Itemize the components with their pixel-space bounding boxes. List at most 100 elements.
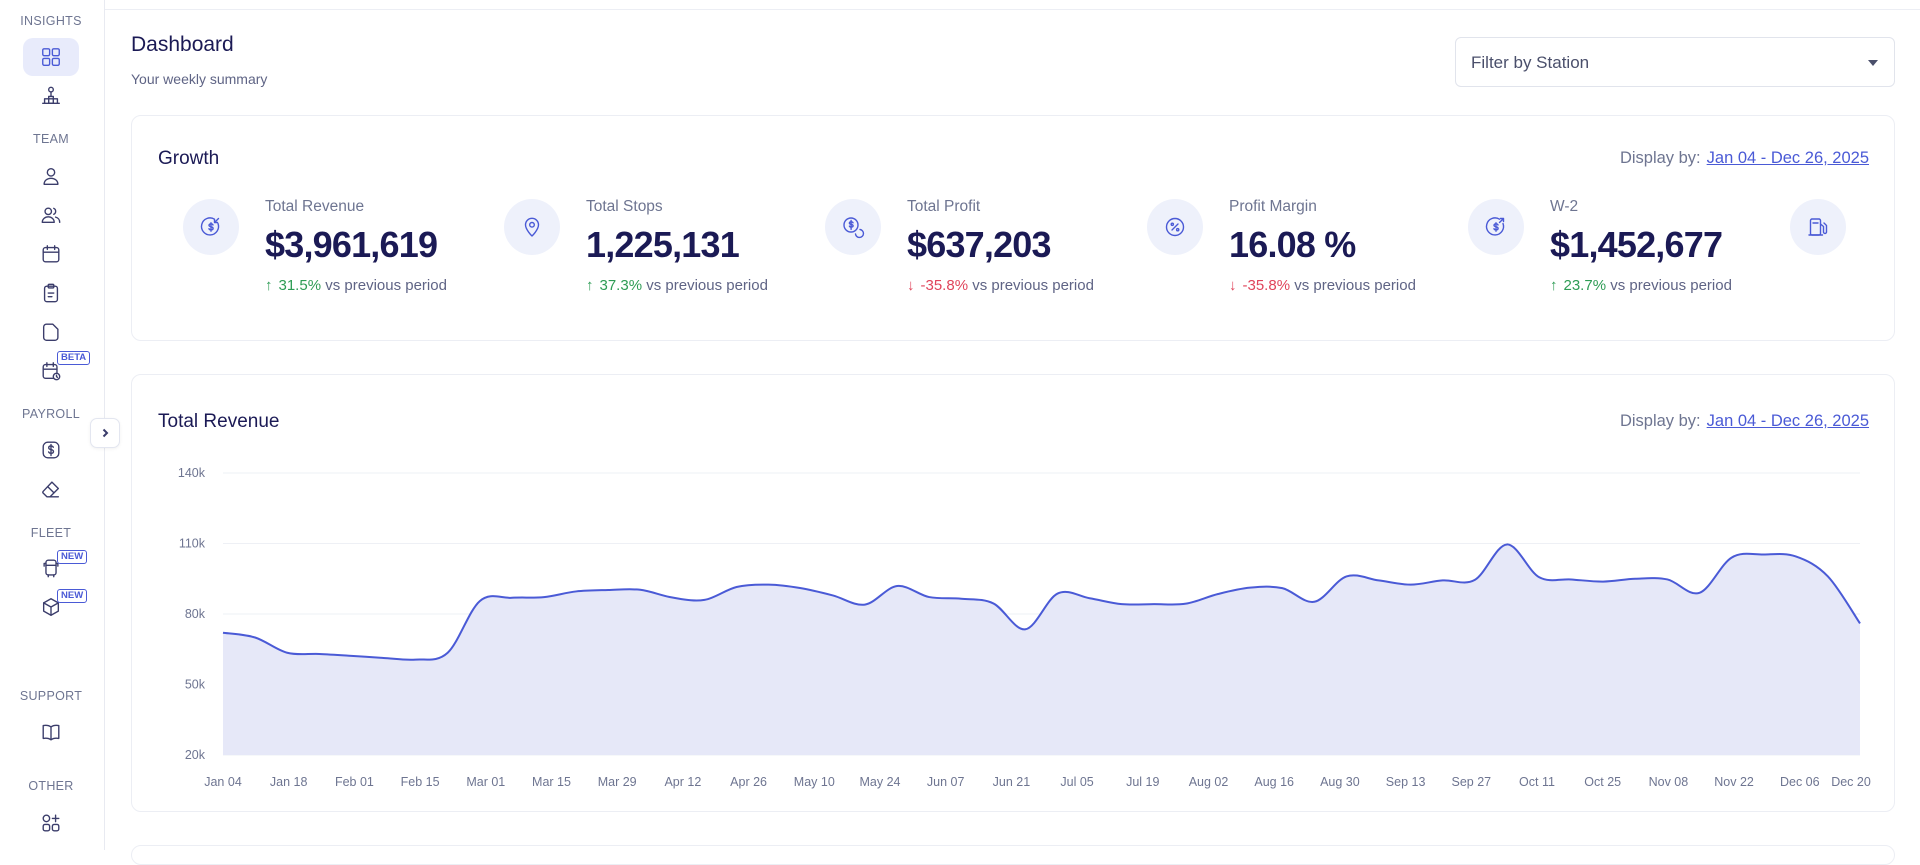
- stat-change: ↑ 23.7% vs previous period: [1550, 277, 1732, 294]
- nav-vehicles[interactable]: [23, 549, 79, 587]
- section-title-insights: INSIGHTS: [20, 14, 82, 28]
- analytics-icon: [42, 86, 60, 105]
- growth-card: Growth Display by: Jan 04 - Dec 26, 2025 …: [131, 115, 1895, 341]
- revenue-data-point: [575, 590, 577, 592]
- y-tick-label: 80k: [185, 607, 206, 621]
- nav-payroll[interactable]: [23, 431, 79, 469]
- eraser-icon: [42, 481, 60, 498]
- growth-card-title: Growth: [158, 148, 220, 169]
- stat-change-pct: 23.7%: [1563, 277, 1607, 294]
- users-icon: [41, 207, 61, 224]
- revenue-data-point: [1345, 575, 1347, 577]
- revenue-data-point: [543, 596, 545, 598]
- nav-adjustments[interactable]: [23, 470, 79, 508]
- display-by-label: Display by:: [1619, 412, 1701, 430]
- new-tag: NEW: [57, 550, 88, 564]
- page-subtitle: Your weekly summary: [131, 71, 268, 87]
- revenue-data-point: [1056, 592, 1058, 594]
- revenue-data-point: [1698, 592, 1700, 594]
- revenue-data-point: [382, 657, 384, 659]
- beta-tag: BETA: [57, 351, 91, 365]
- x-tick-label: Sep 13: [1386, 775, 1426, 789]
- stat-icon-wrap: [825, 199, 881, 255]
- revenue-data-point: [1121, 603, 1123, 605]
- stat-value: $1,452,677: [1550, 224, 1723, 265]
- stat-change-pct: 31.5%: [278, 277, 322, 294]
- revenue-card: Total Revenue Display by: Jan 04 - Dec 26…: [131, 374, 1895, 812]
- revenue-data-point: [1024, 628, 1026, 630]
- new-tag: NEW: [57, 589, 88, 603]
- stat-change: ↑ 31.5% vs previous period: [265, 277, 447, 294]
- x-tick-label: Feb 01: [335, 775, 374, 789]
- revenue-data-point: [318, 653, 320, 655]
- sidebar: INSIGHTS TEAM BETA PAYROLL FLEET NEW NEW…: [0, 0, 105, 850]
- stat-change-suffix: vs previous period: [1610, 277, 1732, 294]
- revenue-data-point: [1538, 576, 1540, 578]
- x-tick-label: Mar 29: [598, 775, 637, 789]
- x-tick-label: Jun 21: [993, 775, 1031, 789]
- x-tick-label: Mar 15: [532, 775, 571, 789]
- fuel-icon: [1808, 218, 1828, 236]
- revenue-data-point: [1217, 593, 1219, 595]
- nav-clipboard[interactable]: [23, 274, 79, 312]
- revenue-series-line: [222, 543, 1861, 661]
- stat-change: ↓ -35.8% vs previous period: [1229, 277, 1416, 294]
- revenue-data-point: [511, 597, 513, 599]
- vehicle-icon: [43, 559, 59, 578]
- revenue-data-point: [479, 600, 481, 602]
- nav-schedule[interactable]: [23, 352, 79, 390]
- nav-other[interactable]: [23, 804, 79, 842]
- revenue-data-point: [928, 596, 930, 598]
- stat-label: Total Profit: [907, 198, 981, 215]
- revenue-data-point: [1795, 555, 1797, 557]
- chevron-right-icon: [102, 428, 109, 438]
- revenue-data-point: [1827, 575, 1829, 577]
- nav-dashboard[interactable]: [23, 38, 79, 76]
- document-icon: [42, 323, 59, 341]
- y-tick-label: 110k: [179, 537, 206, 551]
- stat-icon-wrap: [1468, 199, 1524, 255]
- location-pin-icon: [524, 217, 540, 237]
- stat-icon-wrap: [504, 199, 560, 255]
- revenue-data-point: [671, 596, 673, 598]
- growth-date-range-link[interactable]: Jan 04 - Dec 26, 2025: [1706, 149, 1869, 167]
- revenue-data-point: [350, 655, 352, 657]
- revenue-data-point: [254, 636, 256, 638]
- x-tick-label: Dec 20: [1831, 775, 1871, 789]
- stat-change-suffix: vs previous period: [646, 277, 768, 294]
- x-tick-label: Nov 08: [1649, 775, 1689, 789]
- x-tick-label: Jul 19: [1126, 775, 1159, 789]
- revenue-data-point: [703, 599, 705, 601]
- nav-user[interactable]: [23, 157, 79, 195]
- revenue-card-title: Total Revenue: [158, 411, 280, 432]
- section-title-team: TEAM: [33, 132, 69, 146]
- revenue-data-point: [607, 589, 609, 591]
- nav-document[interactable]: [23, 313, 79, 351]
- x-tick-label: Oct 11: [1519, 775, 1555, 789]
- revenue-icon: [200, 217, 220, 236]
- station-filter-select[interactable]: Filter by Station: [1455, 37, 1895, 87]
- calendar-icon: [42, 245, 60, 263]
- revenue-data-point: [1249, 586, 1251, 588]
- nav-calendar[interactable]: [23, 235, 79, 273]
- revenue-data-point: [1474, 579, 1476, 581]
- x-tick-label: Oct 25: [1584, 775, 1621, 789]
- nav-support[interactable]: [23, 713, 79, 751]
- revenue-display-by: Display by: Jan 04 - Dec 26, 2025: [1620, 412, 1869, 431]
- next-card: [131, 845, 1895, 865]
- sidebar-toggle-button[interactable]: [90, 418, 120, 448]
- revenue-date-range-link[interactable]: Jan 04 - Dec 26, 2025: [1706, 412, 1869, 430]
- stat-label: Profit Margin: [1229, 198, 1317, 215]
- revenue-data-point: [1185, 602, 1187, 604]
- percent-icon: [1165, 217, 1185, 237]
- arrow-up-icon: ↑: [1550, 277, 1558, 294]
- revenue-data-point: [639, 589, 641, 591]
- apps-icon: [42, 814, 60, 832]
- x-tick-label: Jun 07: [927, 775, 965, 789]
- section-title-fleet: FLEET: [30, 526, 72, 540]
- revenue-data-point: [1442, 579, 1444, 581]
- nav-analytics[interactable]: [23, 77, 79, 115]
- nav-users[interactable]: [23, 196, 79, 234]
- revenue-data-point: [864, 603, 866, 605]
- revenue-data-point: [1730, 556, 1732, 558]
